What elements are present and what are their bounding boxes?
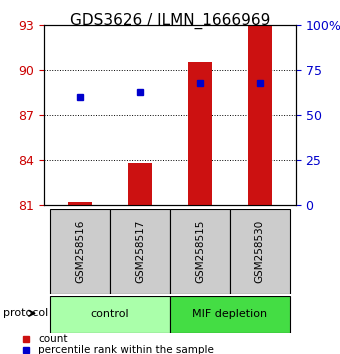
Text: GDS3626 / ILMN_1666969: GDS3626 / ILMN_1666969: [70, 12, 270, 29]
Text: control: control: [91, 309, 130, 319]
FancyBboxPatch shape: [110, 209, 170, 294]
Bar: [68, 202, 92, 205]
Text: count: count: [38, 334, 68, 344]
FancyBboxPatch shape: [50, 296, 170, 333]
Text: protocol: protocol: [3, 308, 49, 318]
Text: MIF depletion: MIF depletion: [192, 309, 268, 319]
Text: percentile rank within the sample: percentile rank within the sample: [38, 345, 214, 354]
FancyBboxPatch shape: [50, 209, 110, 294]
Text: GSM258516: GSM258516: [75, 219, 85, 283]
Bar: [188, 62, 212, 205]
Text: GSM258517: GSM258517: [135, 219, 145, 283]
Text: GSM258515: GSM258515: [195, 219, 205, 283]
FancyBboxPatch shape: [170, 209, 230, 294]
FancyBboxPatch shape: [170, 296, 290, 333]
Text: GSM258530: GSM258530: [255, 220, 265, 283]
Bar: [248, 25, 272, 205]
Bar: [128, 163, 152, 205]
FancyBboxPatch shape: [230, 209, 290, 294]
